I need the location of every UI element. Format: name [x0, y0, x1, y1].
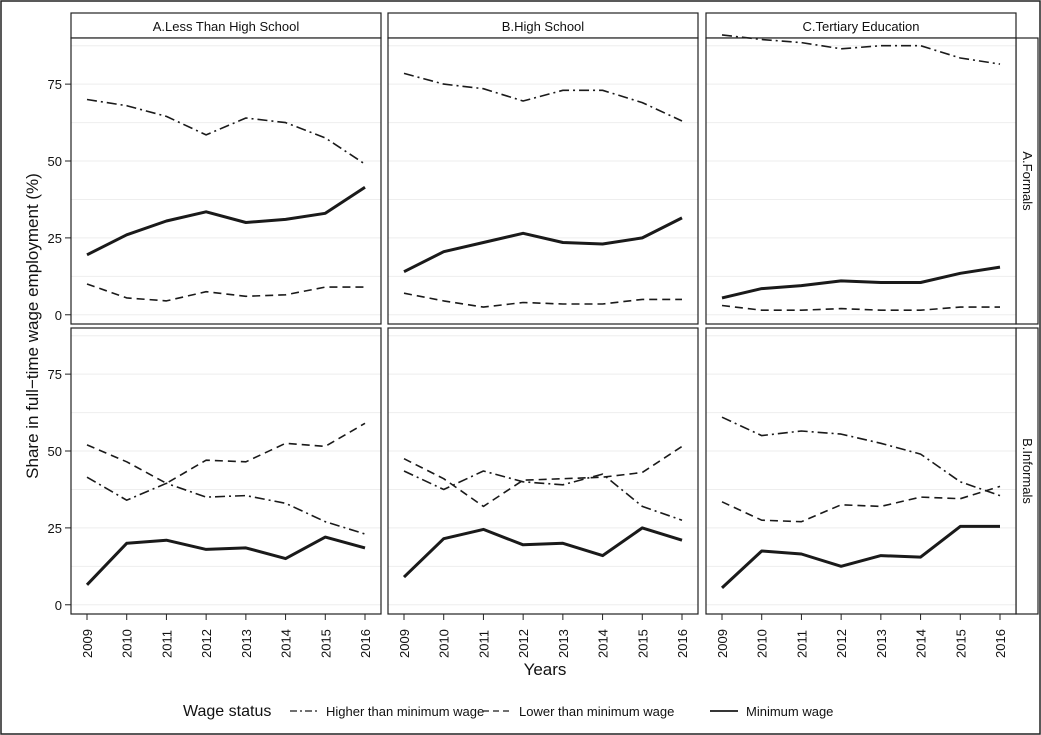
panel-border: [387, 327, 699, 615]
x-tick-label: 2013: [556, 629, 571, 658]
row-title: B.Informals: [1020, 438, 1035, 504]
x-tick-label: 2011: [159, 630, 174, 658]
x-tick-label: 2011: [476, 630, 491, 658]
x-tick-label: 2015: [318, 629, 333, 658]
series-line: [721, 485, 1001, 523]
x-tick-label: 2016: [358, 629, 373, 658]
column-title: B.High School: [502, 19, 584, 34]
x-tick-label: 2014: [279, 629, 294, 658]
panel: [70, 37, 382, 325]
x-axis-title: Years: [524, 660, 567, 679]
series-line: [403, 470, 683, 521]
y-tick-label: 50: [48, 154, 62, 169]
panel-border: [705, 327, 1017, 615]
x-tick-label: 2014: [914, 629, 929, 658]
legend-label: Minimum wage: [746, 704, 833, 719]
x-tick-label: 2012: [834, 629, 849, 658]
x-tick-label: 2010: [437, 629, 452, 658]
panel-border: [705, 37, 1017, 325]
series-line: [720, 524, 1000, 589]
series-line: [403, 72, 683, 122]
x-tick-label: 2010: [755, 629, 770, 658]
series-line: [721, 304, 1000, 312]
series-line: [86, 422, 366, 485]
x-tick-label: 2012: [199, 629, 214, 658]
x-tick-label: 2009: [397, 629, 412, 658]
panel: [387, 37, 699, 325]
panel: [705, 327, 1017, 615]
y-tick-label: 25: [48, 231, 62, 246]
series-line: [721, 34, 1001, 65]
panel: [705, 34, 1017, 325]
x-tick-label: 2009: [715, 629, 730, 658]
y-tick-label: 25: [48, 521, 62, 536]
plot-area: [388, 38, 698, 324]
y-axis-title: Share in full−time wage employment (%): [23, 173, 42, 479]
x-tick-label: 2013: [874, 629, 889, 658]
x-tick-label: 2016: [993, 629, 1008, 658]
panel: [387, 327, 699, 615]
plot-area: [706, 328, 1016, 614]
legend-label: Lower than minimum wage: [519, 704, 674, 719]
series-line: [86, 476, 366, 535]
x-tick-label: 2015: [953, 629, 968, 658]
panel-border: [70, 37, 382, 325]
legend-label: Higher than minimum wage: [326, 704, 484, 719]
x-tick-label: 2015: [635, 629, 650, 658]
series-line: [86, 283, 365, 302]
panel-border: [70, 327, 382, 615]
plot-area: [71, 38, 381, 324]
y-tick-label: 50: [48, 444, 62, 459]
legend: Wage status Higher than minimum wage Lowe…: [183, 703, 833, 720]
x-tick-label: 2012: [516, 629, 531, 658]
panel: [70, 327, 382, 615]
y-tick-label: 0: [55, 308, 62, 323]
series-line: [402, 526, 683, 579]
series-line: [85, 535, 366, 586]
column-title: A.Less Than High School: [153, 19, 300, 34]
series-line: [86, 98, 366, 165]
y-tick-label: 75: [48, 367, 62, 382]
series-line: [721, 265, 1001, 300]
y-tick-label: 0: [55, 598, 62, 613]
series-line: [721, 416, 1001, 497]
row-title: A.Formals: [1020, 151, 1035, 211]
column-title: C.Tertiary Education: [802, 19, 919, 34]
x-tick-label: 2009: [80, 629, 95, 658]
legend-title: Wage status: [183, 703, 271, 720]
plot-area: [71, 328, 381, 614]
column-strip: [70, 12, 382, 39]
series-line: [403, 216, 683, 274]
plot-area: [388, 328, 698, 614]
y-tick-label: 75: [48, 77, 62, 92]
x-tick-label: 2011: [794, 630, 809, 658]
panel-border: [387, 37, 699, 325]
x-tick-label: 2010: [120, 629, 135, 658]
x-tick-label: 2016: [675, 629, 690, 658]
column-strip: [705, 12, 1017, 39]
x-tick-label: 2014: [596, 629, 611, 658]
x-tick-label: 2013: [239, 629, 254, 658]
series-line: [403, 445, 683, 508]
series-line: [86, 185, 366, 257]
